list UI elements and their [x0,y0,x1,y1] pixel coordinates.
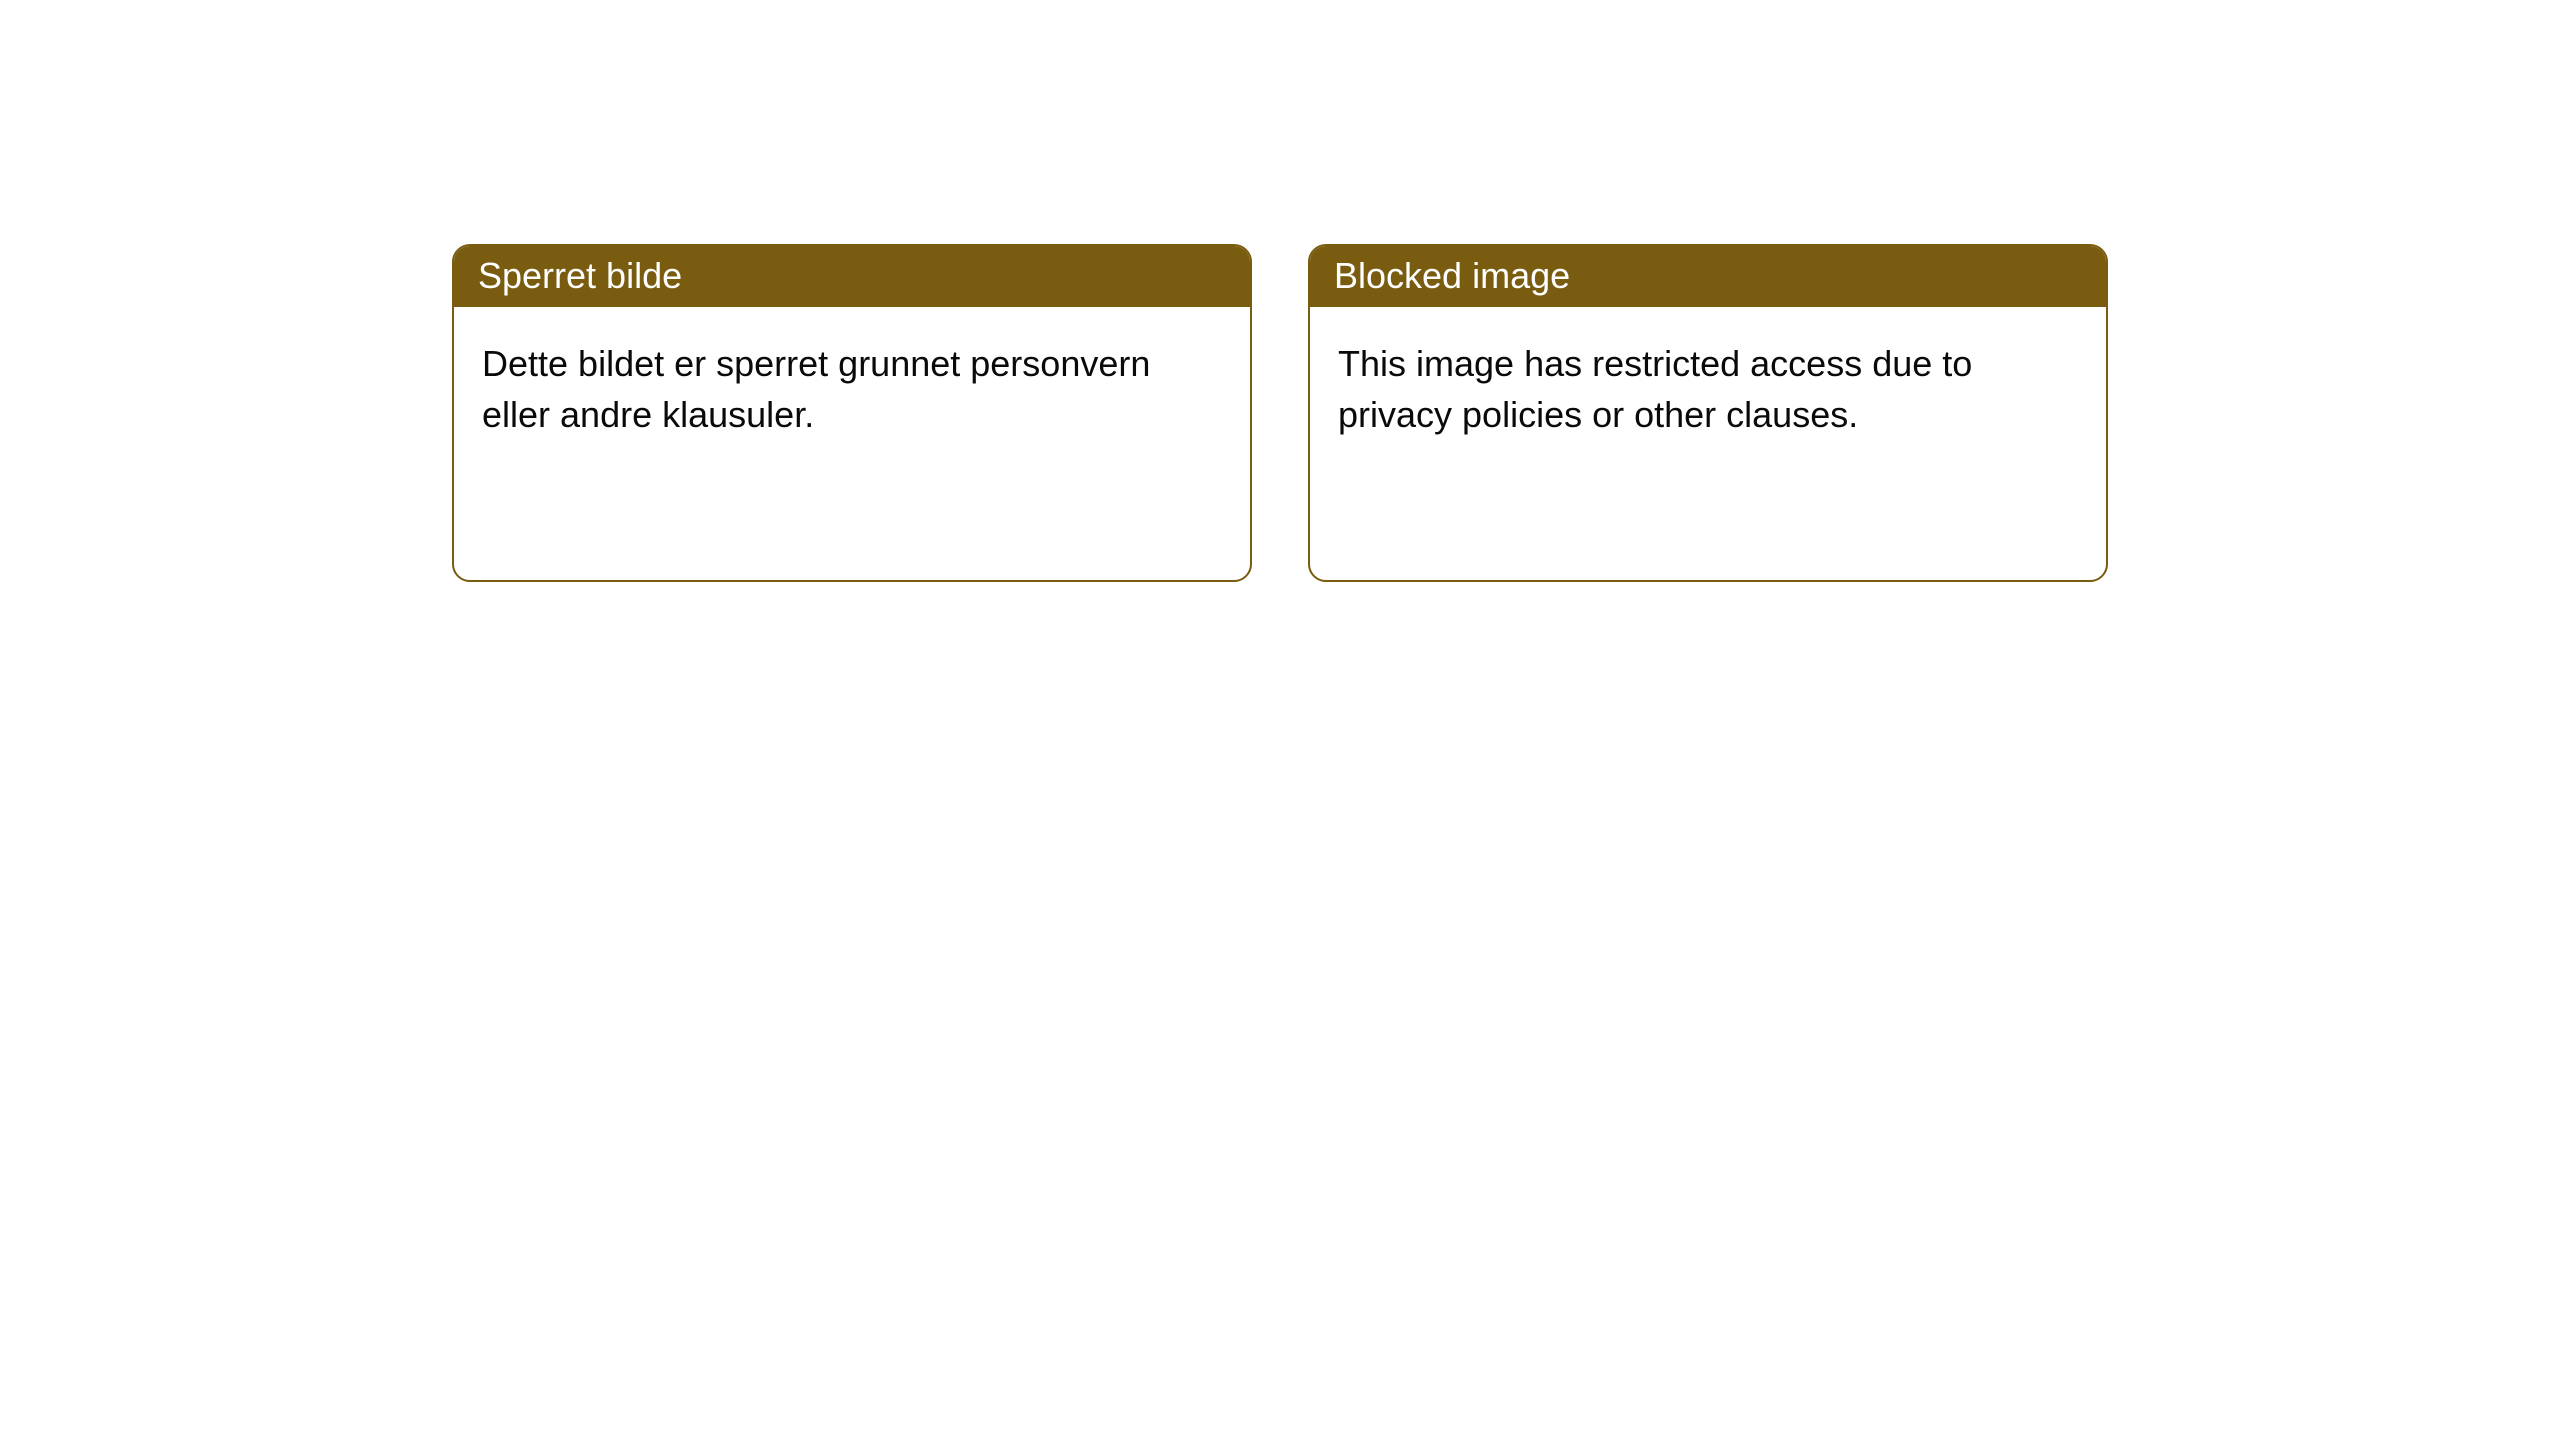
blocked-image-card-nb: Sperret bilde Dette bildet er sperret gr… [452,244,1252,582]
card-body-nb: Dette bildet er sperret grunnet personve… [454,307,1250,468]
card-header-en: Blocked image [1310,246,2106,307]
notice-container: Sperret bilde Dette bildet er sperret gr… [0,0,2560,582]
blocked-image-card-en: Blocked image This image has restricted … [1308,244,2108,582]
card-header-nb: Sperret bilde [454,246,1250,307]
card-body-en: This image has restricted access due to … [1310,307,2106,468]
